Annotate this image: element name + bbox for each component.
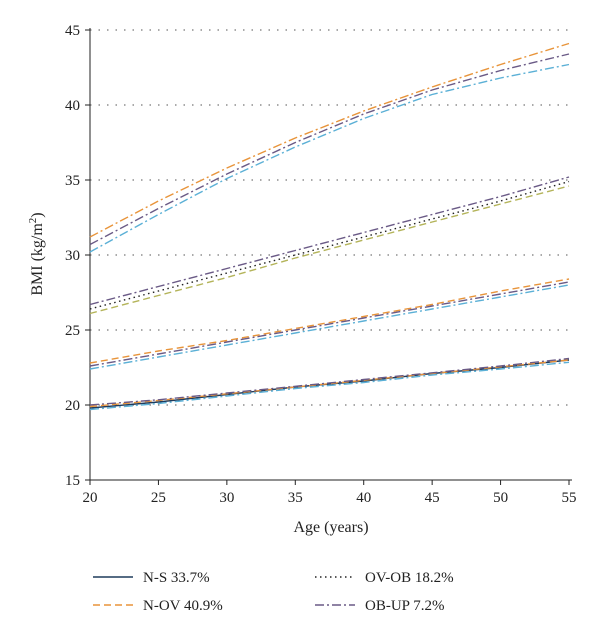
series-lines xyxy=(89,42,570,411)
grid-lines xyxy=(90,29,572,406)
series-line xyxy=(89,281,570,367)
series-line xyxy=(89,359,570,408)
y-axis-title-exponent: 2 xyxy=(27,218,39,224)
series-line xyxy=(89,185,570,315)
y-tick-label: 40 xyxy=(65,98,80,114)
y-axis-title: BMI (kg/m2) xyxy=(27,212,46,295)
x-tick-label: 50 xyxy=(493,490,508,506)
series-line xyxy=(89,180,570,310)
y-tick-label: 35 xyxy=(65,173,80,189)
y-tick-label: 25 xyxy=(65,323,80,339)
series-line xyxy=(89,63,570,253)
x-tick-label: 35 xyxy=(288,490,303,506)
legend-label: N-OV 40.9% xyxy=(143,598,223,614)
y-tick-label: 15 xyxy=(65,473,80,489)
x-axis-title: Age (years) xyxy=(293,519,368,536)
x-tick-label: 25 xyxy=(151,490,166,506)
series-line xyxy=(89,176,570,306)
legend: N-S 33.7% OV-OB 18.2% N-OV 40.9% OB-UP 7.2% xyxy=(93,570,454,614)
x-tick-label: 30 xyxy=(219,490,234,506)
legend-label: OV-OB 18.2% xyxy=(365,570,454,586)
y-tick-label: 20 xyxy=(65,398,80,414)
series-line xyxy=(89,357,570,406)
x-tick-label: 45 xyxy=(425,490,440,506)
y-axis-title-close: ) xyxy=(29,212,46,217)
x-tick-label: 20 xyxy=(83,490,98,506)
series-line xyxy=(89,278,570,364)
series-line xyxy=(89,361,570,411)
series-line xyxy=(89,42,570,238)
axes xyxy=(89,28,572,481)
series-line xyxy=(89,53,570,246)
y-axis-title-main: BMI (kg/m xyxy=(29,223,46,296)
x-tick-label: 40 xyxy=(356,490,371,506)
y-tick-label: 30 xyxy=(65,248,80,264)
x-tick-label: 55 xyxy=(562,490,577,506)
series-line xyxy=(89,284,570,370)
y-tick-label: 45 xyxy=(65,23,80,39)
legend-label: OB-UP 7.2% xyxy=(365,598,444,614)
legend-label: N-S 33.7% xyxy=(143,570,210,586)
